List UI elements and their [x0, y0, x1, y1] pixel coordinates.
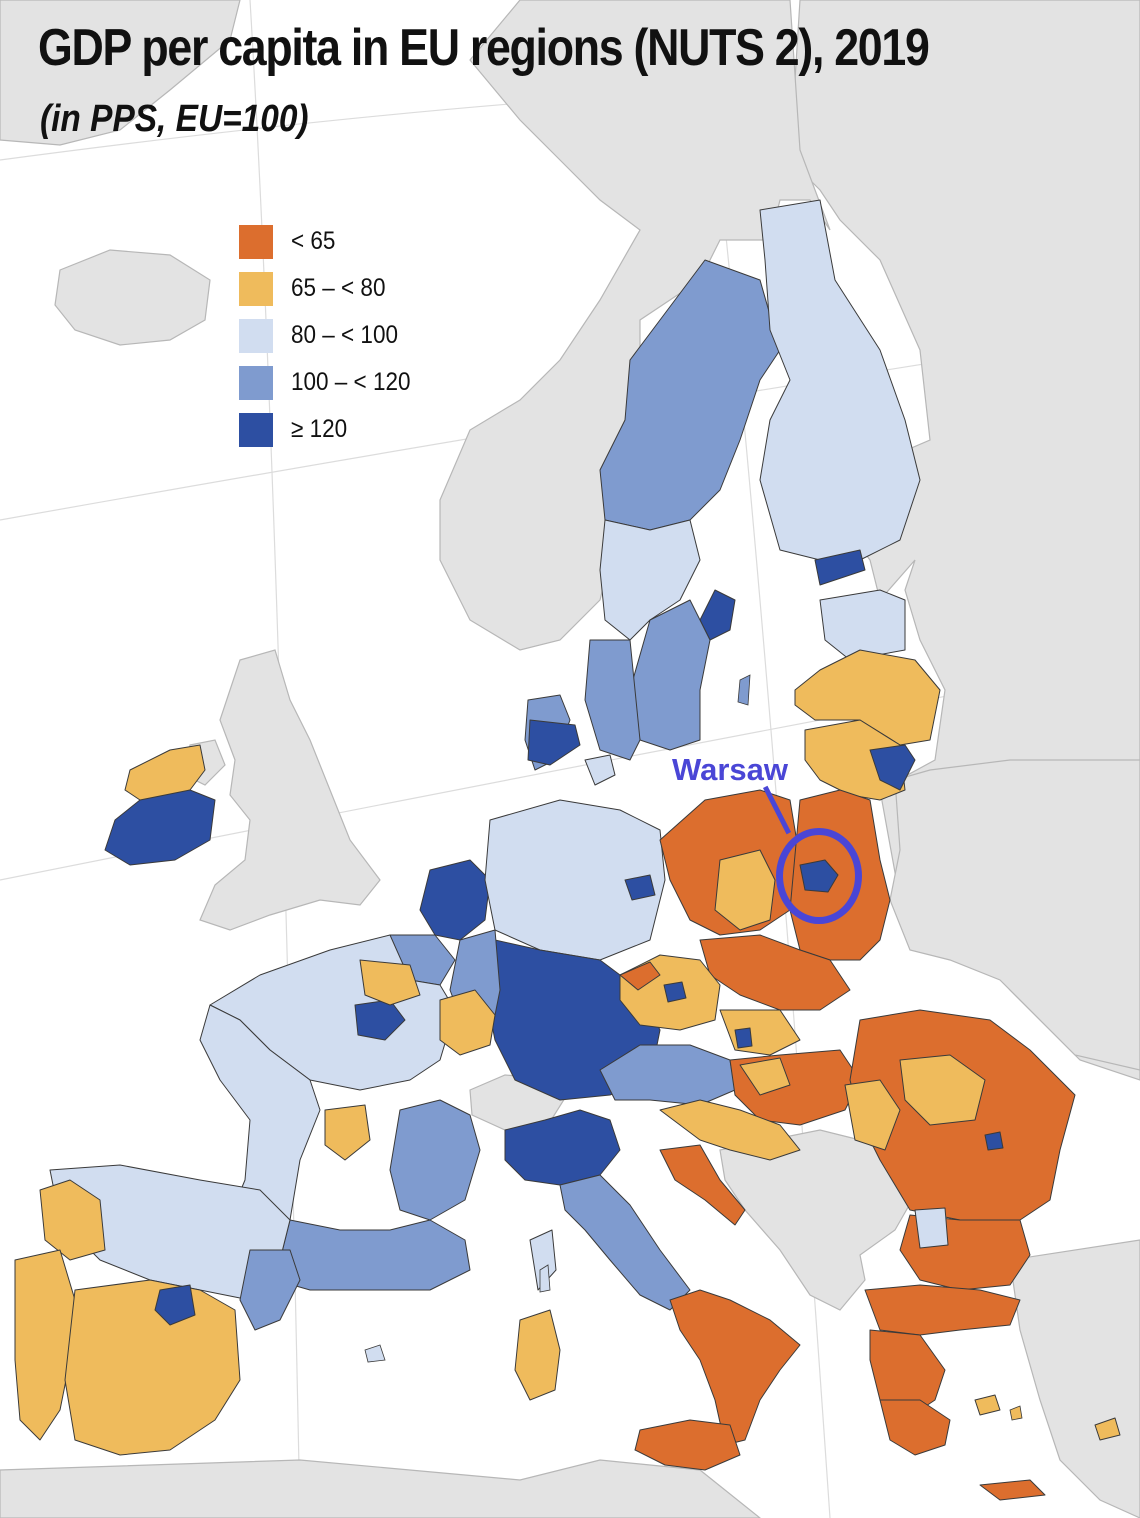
- region-north-italy: [504, 1109, 621, 1186]
- region-slovakia: [719, 1009, 801, 1056]
- region-romania-west: [844, 1079, 901, 1151]
- region-central-spain: [64, 1279, 241, 1456]
- map-subtitle: (in PPS, EU=100): [40, 98, 309, 140]
- region-prague: [663, 981, 687, 1003]
- legend-item-80-100: 80 – < 100: [239, 312, 424, 359]
- legend-swatch: [239, 412, 273, 447]
- region-poland-central: [714, 849, 776, 931]
- land-great-britain: [199, 649, 381, 931]
- legend-item-100-120: 100 – < 120: [239, 359, 424, 406]
- region-bucharest: [984, 1131, 1004, 1151]
- region-croatia-coast: [659, 1144, 746, 1226]
- legend-label: 65 – < 80: [291, 274, 386, 302]
- legend-item-below-65: < 65: [239, 218, 424, 265]
- region-nord-pas-de-calais: [359, 959, 421, 1006]
- region-bohemia-west: [619, 961, 661, 991]
- region-south-france: [274, 1219, 471, 1291]
- region-vilnius: [869, 744, 916, 791]
- region-poland-south: [699, 934, 851, 1011]
- legend-swatch: [239, 271, 273, 306]
- region-copenhagen: [527, 719, 581, 766]
- region-sicily: [634, 1419, 741, 1471]
- region-central-italy: [559, 1174, 691, 1311]
- region-south-italy: [669, 1289, 801, 1446]
- region-catalonia: [239, 1249, 301, 1331]
- region-ireland-south: [104, 789, 216, 866]
- legend: < 65 65 – < 80 80 – < 100 100 – < 120 ≥ …: [239, 218, 424, 453]
- warsaw-label: Warsaw: [672, 752, 789, 787]
- region-denmark-islands: [584, 754, 616, 786]
- region-stockholm: [699, 589, 736, 641]
- region-budapest-area: [739, 1057, 791, 1096]
- land-ukraine-belarus: [889, 759, 1140, 1071]
- legend-label: < 65: [291, 227, 336, 255]
- warsaw-highlight-circle: [776, 828, 862, 924]
- region-helsinki: [814, 549, 866, 586]
- legend-swatch: [239, 224, 273, 259]
- region-sofia: [914, 1207, 949, 1249]
- region-rhone-alpes: [389, 1099, 481, 1221]
- land-turkey: [1009, 1239, 1140, 1518]
- map-title: GDP per capita in EU regions (NUTS 2), 2…: [38, 19, 930, 77]
- legend-label: ≥ 120: [291, 415, 348, 443]
- region-central-france: [324, 1104, 371, 1161]
- region-crete: [979, 1479, 1046, 1501]
- region-galicia: [39, 1179, 106, 1261]
- land-greenland: [0, 0, 241, 146]
- region-south-sweden: [584, 639, 641, 761]
- region-corsica: [529, 1229, 557, 1291]
- region-slovenia-croatia: [659, 1099, 801, 1161]
- land-balkans: [719, 1129, 916, 1311]
- region-latvia: [794, 649, 941, 746]
- region-aegean-islands: [974, 1394, 1001, 1416]
- land-iceland: [54, 249, 211, 346]
- region-netherlands: [419, 859, 491, 941]
- region-peloponnese: [879, 1399, 951, 1456]
- region-north-germany: [484, 799, 666, 961]
- region-bratislava: [734, 1027, 753, 1049]
- region-champagne: [439, 989, 496, 1056]
- region-central-sweden: [599, 519, 701, 641]
- legend-swatch: [239, 365, 273, 400]
- region-estonia-latvia: [819, 589, 906, 661]
- region-sardinia: [514, 1309, 561, 1401]
- legend-label: 100 – < 120: [291, 368, 411, 396]
- region-romania-center: [899, 1054, 986, 1126]
- region-madrid: [154, 1284, 196, 1326]
- region-portugal: [14, 1249, 76, 1441]
- legend-label: 80 – < 100: [291, 321, 398, 349]
- islands: [364, 674, 1023, 1421]
- legend-swatch: [239, 318, 273, 353]
- land-north-africa: [0, 1459, 761, 1518]
- region-cyprus: [1094, 1417, 1121, 1441]
- legend-item-65-80: 65 – < 80: [239, 265, 424, 312]
- legend-item-120-plus: ≥ 120: [239, 406, 424, 453]
- region-berlin: [624, 874, 656, 901]
- region-greece-north: [864, 1284, 1021, 1336]
